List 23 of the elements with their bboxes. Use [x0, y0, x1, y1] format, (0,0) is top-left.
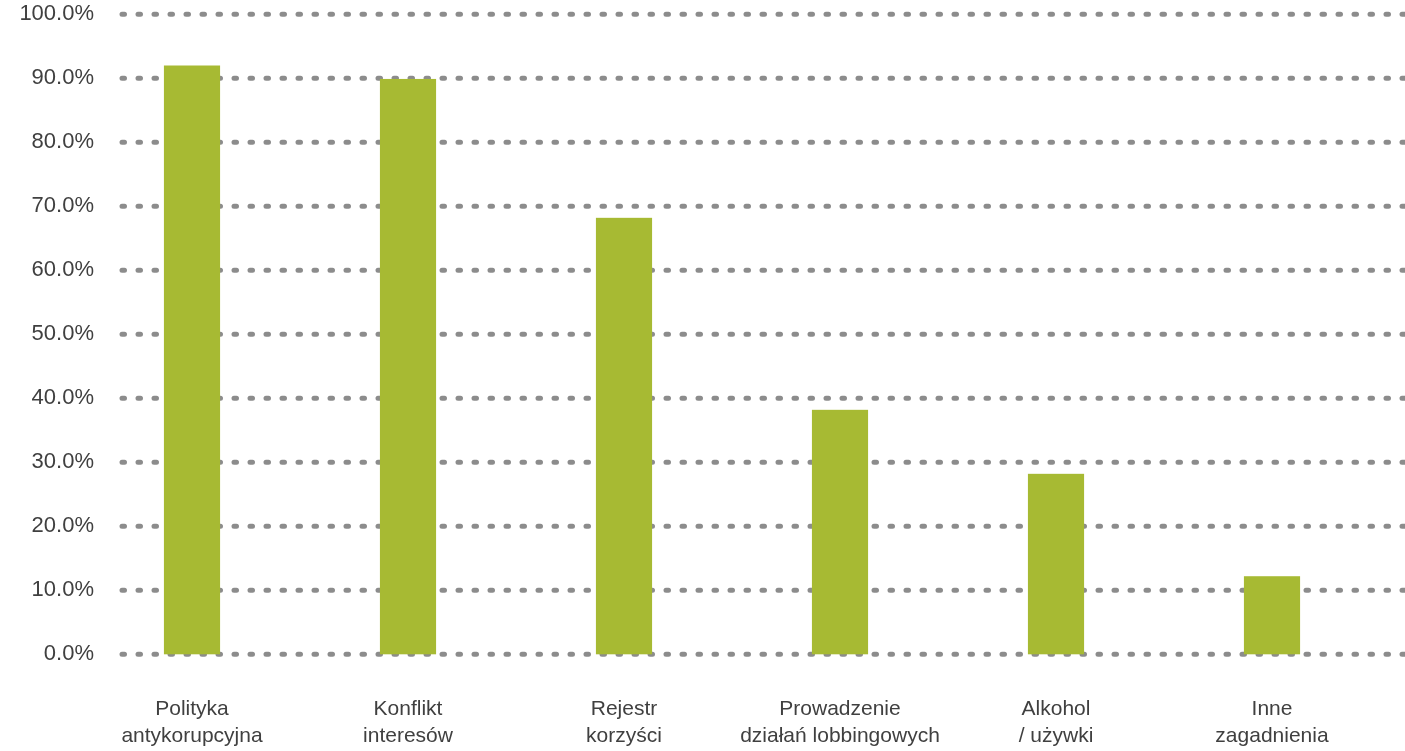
y-tick-label: 70.0%	[31, 192, 94, 218]
bar	[1243, 576, 1301, 655]
y-tick-label: 100.0%	[19, 0, 94, 26]
y-tick-label: 30.0%	[31, 448, 94, 474]
y-tick-label: 10.0%	[31, 576, 94, 602]
bar	[1027, 473, 1085, 655]
y-tick-label: 40.0%	[31, 384, 94, 410]
bar	[811, 409, 869, 655]
x-tick-label: Inne zagadnienia	[1215, 696, 1329, 746]
x-tick-label: Prowadzenie działań lobbingowych	[740, 696, 940, 746]
bar	[595, 217, 653, 655]
x-tick-label: Konflikt interesów	[363, 696, 454, 746]
bar	[163, 65, 221, 655]
y-tick-label: 80.0%	[31, 128, 94, 154]
x-tick-label: Polityka antykorupcyjna	[121, 696, 263, 746]
x-tick-label: Alkohol / używki	[1018, 696, 1094, 746]
y-tick-label: 0.0%	[43, 640, 94, 666]
y-tick-label: 60.0%	[31, 256, 94, 282]
y-tick-label: 90.0%	[31, 64, 94, 90]
y-tick-label: 50.0%	[31, 320, 94, 346]
x-tick-label: Rejestr korzyści	[586, 696, 662, 746]
bar	[379, 78, 437, 655]
y-tick-label: 20.0%	[31, 512, 94, 538]
